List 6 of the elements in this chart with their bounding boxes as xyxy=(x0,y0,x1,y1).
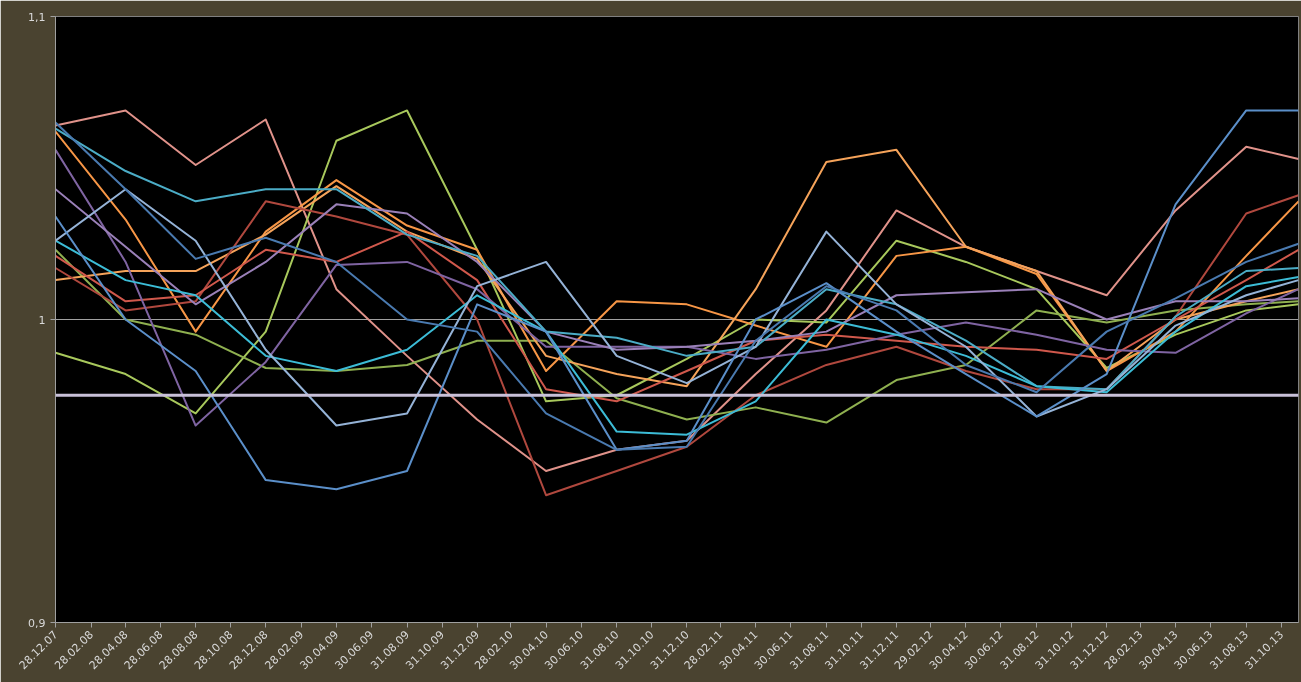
line-series xyxy=(55,230,1299,403)
line-series xyxy=(55,194,1299,497)
y-tick-label: 1,1 xyxy=(28,10,46,24)
y-tick-label: 1 xyxy=(38,313,46,327)
y-tick-label: 0,9 xyxy=(28,616,46,630)
line-series xyxy=(55,188,1299,351)
